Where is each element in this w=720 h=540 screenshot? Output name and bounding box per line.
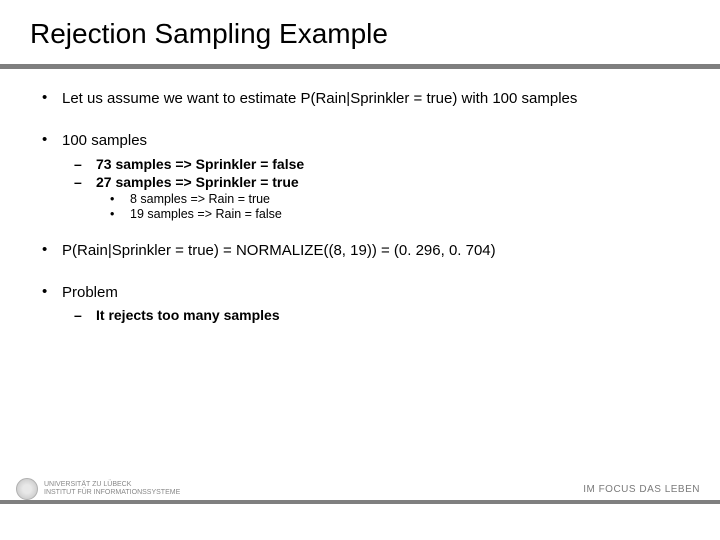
subbullet-73: – 73 samples => Sprinkler = false [74, 156, 690, 172]
bullet-marker: • [38, 283, 62, 300]
bullet-marker: • [110, 192, 130, 206]
bullet-marker: • [110, 207, 130, 221]
uni-line1: UNIVERSITÄT ZU LÜBECK [44, 481, 180, 489]
subbullet-text: 27 samples => Sprinkler = true [96, 174, 299, 190]
content-area: • Let us assume we want to estimate P(Ra… [30, 89, 690, 323]
subbullet-text: It rejects too many samples [96, 307, 280, 323]
subsubbullet-8: • 8 samples => Rain = true [110, 192, 690, 206]
block-problem: • Problem – It rejects too many samples [38, 283, 690, 323]
footer: UNIVERSITÄT ZU LÜBECK INSTITUT FÜR INFOR… [0, 500, 720, 530]
university-seal-icon [16, 478, 38, 500]
dash-marker: – [74, 156, 96, 172]
bullet-text: P(Rain|Sprinkler = true) = NORMALIZE((8,… [62, 241, 690, 261]
block-samples: • 100 samples – 73 samples => Sprinkler … [38, 131, 690, 220]
slide-title: Rejection Sampling Example [30, 18, 690, 50]
bullet-100-samples: • 100 samples [38, 131, 690, 151]
footer-left: UNIVERSITÄT ZU LÜBECK INSTITUT FÜR INFOR… [16, 478, 180, 500]
uni-line2: INSTITUT FÜR INFORMATIONSSYSTEME [44, 489, 180, 497]
bullet-text: Problem [62, 283, 690, 303]
slide-container: Rejection Sampling Example • Let us assu… [0, 0, 720, 540]
bullet-marker: • [38, 131, 62, 148]
bullet-marker: • [38, 89, 62, 106]
bullet-assumption: • Let us assume we want to estimate P(Ra… [38, 89, 690, 109]
footer-motto: IM FOCUS DAS LEBEN [583, 484, 700, 495]
bullet-text: Let us assume we want to estimate P(Rain… [62, 89, 690, 109]
subbullet-27: – 27 samples => Sprinkler = true [74, 174, 690, 190]
bullet-normalize: • P(Rain|Sprinkler = true) = NORMALIZE((… [38, 241, 690, 261]
dash-marker: – [74, 174, 96, 190]
university-text: UNIVERSITÄT ZU LÜBECK INSTITUT FÜR INFOR… [44, 481, 180, 496]
bullet-marker: • [38, 241, 62, 258]
bullet-problem: • Problem [38, 283, 690, 303]
footer-line [0, 500, 720, 504]
subbullet-rejects: – It rejects too many samples [74, 307, 690, 323]
subbullet-text: 73 samples => Sprinkler = false [96, 156, 304, 172]
dash-marker: – [74, 307, 96, 323]
subsubbullet-text: 8 samples => Rain = true [130, 192, 270, 206]
bullet-text: 100 samples [62, 131, 690, 151]
subsubbullet-19: • 19 samples => Rain = false [110, 207, 690, 221]
subsubbullet-text: 19 samples => Rain = false [130, 207, 282, 221]
title-underline [0, 64, 720, 69]
